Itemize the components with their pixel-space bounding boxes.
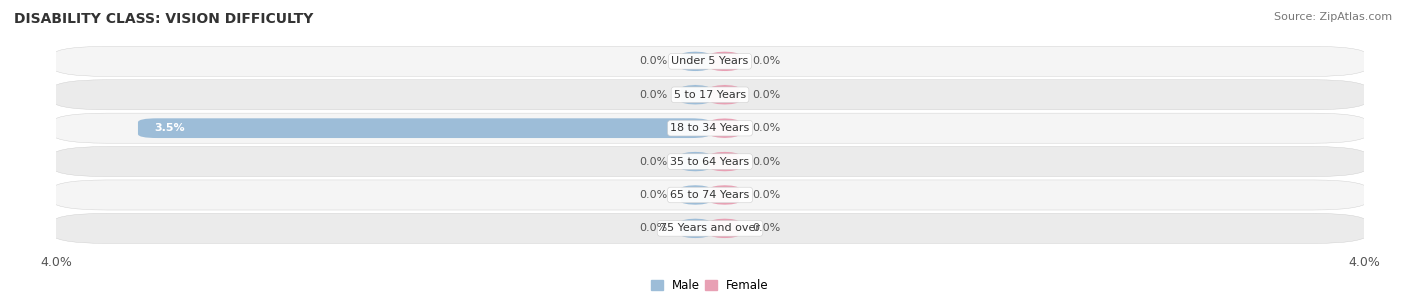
Text: 5 to 17 Years: 5 to 17 Years bbox=[673, 90, 747, 100]
FancyBboxPatch shape bbox=[710, 85, 740, 105]
Text: 0.0%: 0.0% bbox=[752, 56, 780, 66]
Legend: Male, Female: Male, Female bbox=[647, 274, 773, 297]
Text: 0.0%: 0.0% bbox=[640, 56, 668, 66]
FancyBboxPatch shape bbox=[138, 118, 710, 138]
FancyBboxPatch shape bbox=[49, 214, 1371, 243]
FancyBboxPatch shape bbox=[49, 113, 1371, 143]
FancyBboxPatch shape bbox=[49, 46, 1371, 76]
Text: 35 to 64 Years: 35 to 64 Years bbox=[671, 156, 749, 167]
FancyBboxPatch shape bbox=[710, 185, 740, 205]
Text: 0.0%: 0.0% bbox=[752, 156, 780, 167]
Text: 3.5%: 3.5% bbox=[155, 123, 186, 133]
Text: 0.0%: 0.0% bbox=[752, 190, 780, 200]
FancyBboxPatch shape bbox=[681, 52, 710, 71]
Text: 0.0%: 0.0% bbox=[640, 190, 668, 200]
Text: 75 Years and over: 75 Years and over bbox=[659, 223, 761, 233]
Text: 0.0%: 0.0% bbox=[752, 223, 780, 233]
FancyBboxPatch shape bbox=[681, 152, 710, 171]
FancyBboxPatch shape bbox=[710, 52, 740, 71]
FancyBboxPatch shape bbox=[49, 180, 1371, 210]
Text: 65 to 74 Years: 65 to 74 Years bbox=[671, 190, 749, 200]
Text: 18 to 34 Years: 18 to 34 Years bbox=[671, 123, 749, 133]
Text: Under 5 Years: Under 5 Years bbox=[672, 56, 748, 66]
FancyBboxPatch shape bbox=[681, 185, 710, 205]
Text: Source: ZipAtlas.com: Source: ZipAtlas.com bbox=[1274, 12, 1392, 22]
FancyBboxPatch shape bbox=[49, 146, 1371, 177]
FancyBboxPatch shape bbox=[681, 218, 710, 238]
FancyBboxPatch shape bbox=[681, 85, 710, 105]
Text: DISABILITY CLASS: VISION DIFFICULTY: DISABILITY CLASS: VISION DIFFICULTY bbox=[14, 12, 314, 26]
FancyBboxPatch shape bbox=[710, 218, 740, 238]
Text: 0.0%: 0.0% bbox=[640, 156, 668, 167]
FancyBboxPatch shape bbox=[710, 152, 740, 171]
FancyBboxPatch shape bbox=[49, 80, 1371, 110]
FancyBboxPatch shape bbox=[710, 118, 740, 138]
Text: 0.0%: 0.0% bbox=[640, 90, 668, 100]
Text: 0.0%: 0.0% bbox=[640, 223, 668, 233]
Text: 0.0%: 0.0% bbox=[752, 123, 780, 133]
Text: 0.0%: 0.0% bbox=[752, 90, 780, 100]
